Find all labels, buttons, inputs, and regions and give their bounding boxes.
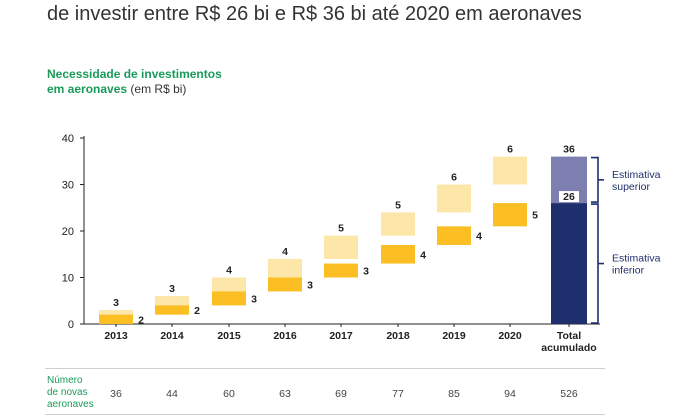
- subtitle-line2: em aeronaves: [47, 82, 128, 96]
- x-tick-label: 2018: [386, 330, 410, 342]
- upper-value-label: 4: [226, 265, 232, 277]
- x-tick-label: Total: [557, 330, 581, 342]
- bar-lower-estimate: [437, 226, 471, 245]
- x-tick-label: 2019: [442, 330, 466, 342]
- bars: 3 2 3 2 4 3 4 3 5 3 5 4 6 4 6 5: [99, 144, 538, 326]
- x-tick-label: 2015: [217, 330, 241, 342]
- table-label-line2: de novas: [47, 387, 88, 398]
- upper-value-label: 3: [169, 283, 175, 295]
- upper-value-label: 5: [395, 199, 401, 211]
- aircraft-count-cell: 85: [448, 388, 460, 400]
- bracket-label-line2: superior: [612, 181, 650, 193]
- aircraft-count-cell: 94: [504, 388, 516, 400]
- upper-value-label: 6: [451, 172, 457, 184]
- headline: de investir entre R$ 26 bi e R$ 36 bi at…: [47, 3, 582, 25]
- bracket-label-line1: Estimativa: [612, 169, 661, 181]
- bar-upper-estimate: [437, 184, 471, 213]
- x-tick-label: 2014: [160, 330, 184, 342]
- y-tick-label: 10: [62, 273, 74, 285]
- x-tick-label: 2020: [498, 330, 522, 342]
- aircraft-count-cell: 526: [560, 388, 578, 400]
- bar-upper-estimate: [381, 212, 415, 236]
- bar-lower-estimate: [381, 244, 415, 264]
- y-tick-label: 20: [62, 226, 74, 238]
- lower-value-label: 2: [194, 305, 200, 317]
- y-tick-label: 30: [62, 180, 74, 192]
- lower-value-label: 3: [307, 279, 313, 291]
- bar-lower-estimate: [99, 314, 133, 324]
- lower-value-label: 4: [420, 249, 426, 261]
- x-tick-label: 2017: [329, 330, 353, 342]
- lower-value-label: 5: [532, 210, 538, 222]
- table-label: Número de novas aeronaves: [47, 375, 94, 411]
- bar-upper-estimate: [268, 258, 302, 278]
- chart-subtitle: Necessidade de investimentos em aeronave…: [47, 67, 222, 97]
- aircraft-count-cell: 36: [110, 388, 122, 400]
- aircraft-count-cell: 63: [279, 388, 291, 400]
- lower-value-label: 3: [363, 266, 369, 278]
- y-tick-label: 40: [62, 133, 74, 145]
- upper-value-label: 3: [113, 297, 119, 309]
- bar-lower-estimate: [155, 305, 189, 315]
- bar-lower-estimate: [324, 263, 358, 278]
- subtitle-unit: (em R$ bi): [130, 82, 187, 96]
- bar-upper-estimate: [324, 235, 358, 259]
- aircraft-count-cell: 44: [166, 388, 178, 400]
- x-tick-label: 2016: [273, 330, 297, 342]
- x-tick-label: 2013: [104, 330, 128, 342]
- aircraft-count-cell: 60: [223, 388, 235, 400]
- aircraft-count-cell: 77: [392, 388, 404, 400]
- x-tick-label: acumulado: [541, 342, 596, 354]
- lower-value-label: 2: [138, 314, 144, 326]
- estimate-bracket: [591, 156, 599, 203]
- lower-value-label: 3: [251, 293, 257, 305]
- upper-value-label: 6: [507, 144, 513, 156]
- bar-upper-estimate: [493, 156, 527, 185]
- total-lower-segment: [551, 203, 587, 324]
- table-top-rule: [45, 368, 605, 369]
- bar-lower-estimate: [268, 277, 302, 292]
- bracket-label-line2: inferior: [612, 265, 645, 277]
- estimate-bracket: [591, 203, 599, 324]
- total-bar-group: 36 26: [551, 144, 587, 324]
- total-lower-value: 26: [563, 191, 575, 203]
- bar-lower-estimate: [493, 203, 527, 227]
- total-lower-label-bg: [559, 191, 579, 203]
- total-upper-value: 36: [563, 144, 575, 156]
- aircraft-count-cell: 69: [335, 388, 347, 400]
- upper-value-label: 5: [338, 223, 344, 235]
- subtitle-line1: Necessidade de investimentos: [47, 67, 222, 81]
- y-tick-label: 0: [68, 319, 74, 331]
- bar-lower-estimate: [212, 291, 246, 306]
- axes: 0 10 20 30 40 2013 2014 2015 2016 2017 2018 2019 202…: [62, 133, 600, 354]
- table-bottom-rule: [45, 414, 605, 415]
- table-label-line3: aeronaves: [47, 399, 94, 410]
- bracket-label-line1: Estimativa: [612, 253, 661, 265]
- upper-value-label: 4: [282, 246, 288, 258]
- lower-value-label: 4: [476, 231, 482, 243]
- table-label-line1: Número: [47, 375, 83, 386]
